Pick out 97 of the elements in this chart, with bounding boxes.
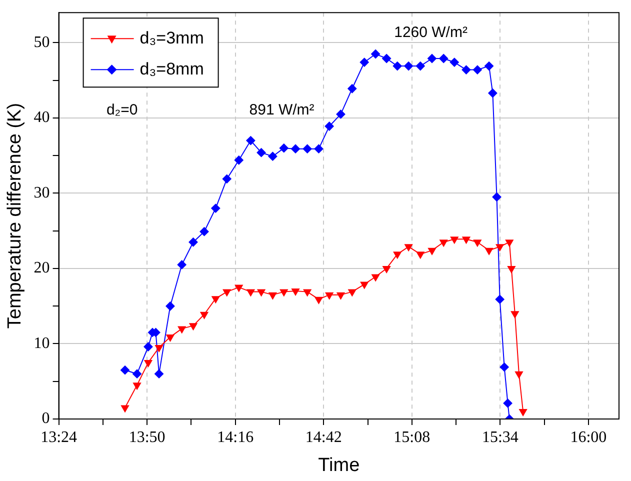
point [382,266,391,273]
point [510,311,519,318]
point [440,240,448,247]
point [450,236,458,244]
x-tick-label: 16:00 [570,428,607,446]
y-tick-label: 10 [34,334,50,352]
point [314,296,323,304]
point [133,382,141,390]
point [505,240,514,247]
point [372,274,380,282]
point [336,110,346,119]
point [246,136,256,146]
point [484,62,494,71]
point [222,289,231,296]
point [200,312,208,319]
point [416,62,425,71]
point [427,54,436,64]
y-tick-label: 40 [34,109,50,126]
point [371,49,380,58]
point [416,252,424,259]
point [121,405,129,412]
point [256,148,266,158]
point [495,294,504,304]
point [348,289,356,296]
point [382,54,392,64]
point [404,62,414,71]
x-tick-label: 15:08 [394,428,430,446]
annotation: 1260 W/m² [394,24,468,42]
x-tick-label: 14:42 [305,428,342,446]
point [279,144,288,153]
point [360,282,368,289]
x-tick-label: 13:50 [128,428,166,446]
point [462,65,471,74]
point [178,326,186,334]
point [166,302,175,311]
point [268,292,277,300]
y-tick-label: 20 [34,260,50,277]
y-tick-label: 50 [34,34,50,51]
point [496,244,504,252]
point [360,58,369,67]
point [222,174,232,184]
x-axis-title: Time [318,454,360,476]
point [404,244,413,252]
point [462,236,470,244]
point [303,289,312,296]
point [268,152,278,161]
x-tick-label: 14:16 [217,428,254,446]
point [166,334,174,342]
annotation: 891 W/m² [249,101,314,118]
point [472,65,482,74]
point [188,238,198,247]
point [120,366,130,375]
point [519,408,528,416]
legend-label: d₃=3mm [140,28,204,48]
point [348,84,357,94]
point [336,292,345,300]
point [492,192,502,202]
point [189,323,198,330]
point [507,266,516,273]
point [211,204,220,213]
y-axis-title: Temperature difference (K) [4,102,26,329]
point [488,88,498,98]
annotation: d₂=0 [106,101,138,118]
point [302,144,312,154]
point [314,144,324,154]
point [392,62,402,71]
point [291,144,300,154]
point [144,342,153,352]
point [393,252,402,259]
x-tick-label: 15:34 [482,428,518,446]
point [292,288,300,296]
point [234,156,244,165]
point [246,289,255,296]
x-tick-label: 13:24 [40,428,78,446]
point [212,296,220,304]
point [515,371,523,378]
point [485,248,493,255]
y-tick-label: 30 [34,184,50,202]
point [325,292,334,300]
point [177,260,186,270]
point [154,369,164,378]
point [428,248,436,255]
point [473,240,482,247]
point [257,289,266,296]
point [234,284,243,292]
point [450,58,459,67]
point [439,54,448,64]
point [132,369,142,378]
point [155,345,163,352]
point [503,398,512,408]
y-tick-label: 0 [42,410,50,428]
point [324,122,334,131]
point [280,289,288,296]
point [200,227,209,236]
point [500,362,509,372]
point [144,360,152,368]
legend-label: d₃=8mm [140,59,204,78]
